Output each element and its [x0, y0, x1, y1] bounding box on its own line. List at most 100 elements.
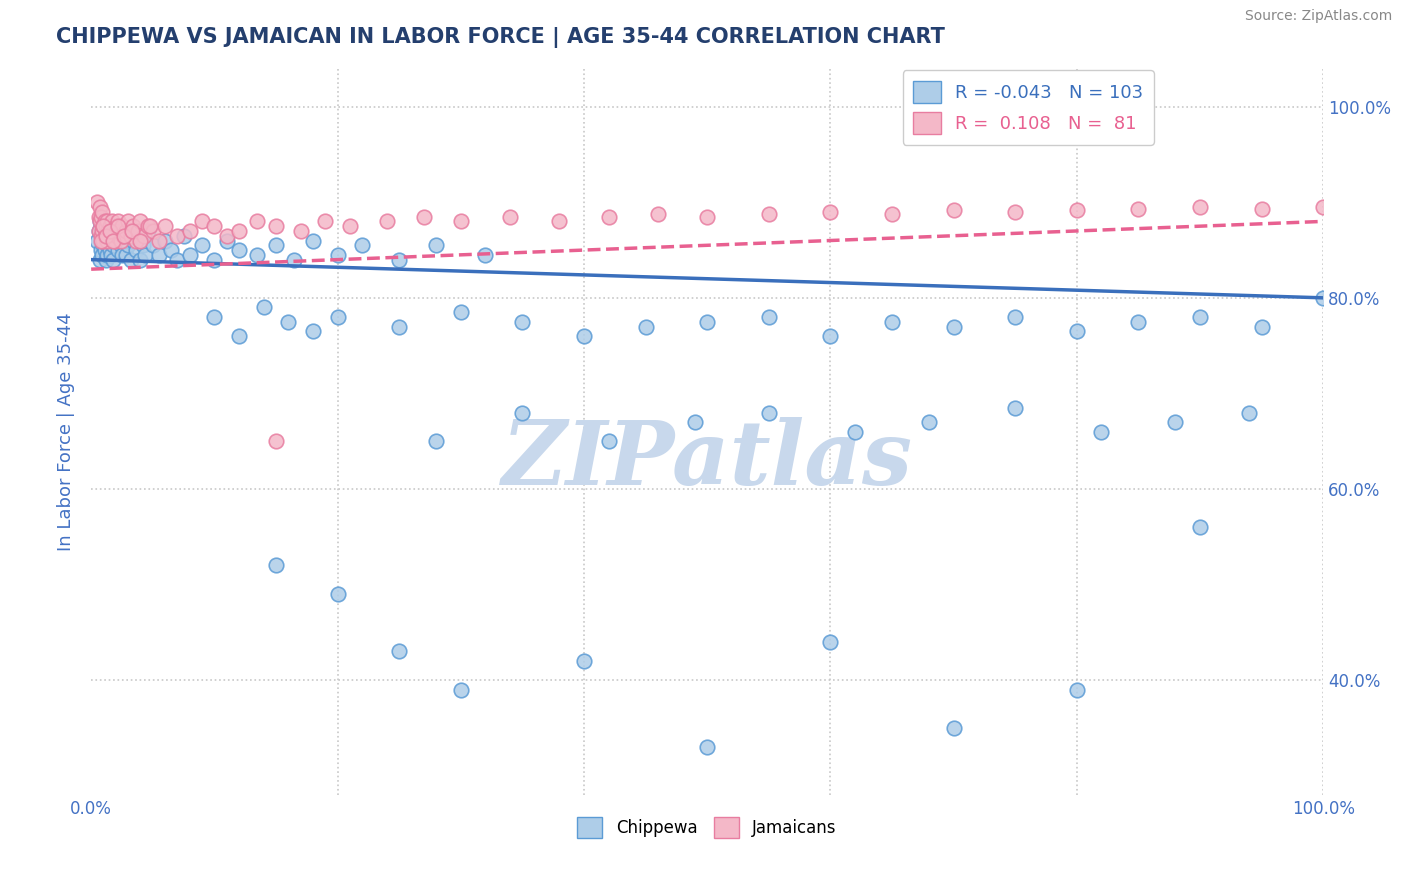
Point: [117, 214, 139, 228]
Point: [89, 200, 111, 214]
Point: [87, 210, 110, 224]
Point: [264, 558, 287, 573]
Point: [820, 635, 842, 649]
Point: [96, 238, 118, 252]
Point: [548, 214, 571, 228]
Point: [1128, 202, 1150, 216]
Point: [202, 252, 225, 267]
Text: Source: ZipAtlas.com: Source: ZipAtlas.com: [1244, 9, 1392, 23]
Point: [93, 219, 115, 234]
Point: [93, 214, 115, 228]
Point: [93, 224, 115, 238]
Point: [153, 219, 176, 234]
Point: [1128, 315, 1150, 329]
Point: [179, 224, 201, 238]
Point: [450, 214, 472, 228]
Point: [142, 238, 165, 252]
Point: [942, 319, 965, 334]
Point: [173, 228, 195, 243]
Point: [89, 252, 111, 267]
Point: [107, 243, 129, 257]
Point: [215, 228, 238, 243]
Point: [388, 319, 411, 334]
Point: [107, 214, 129, 228]
Point: [253, 301, 276, 315]
Point: [202, 310, 225, 324]
Point: [314, 214, 336, 228]
Point: [91, 234, 114, 248]
Point: [1066, 682, 1088, 697]
Point: [124, 243, 146, 257]
Point: [1004, 204, 1026, 219]
Point: [86, 195, 108, 210]
Point: [96, 248, 118, 262]
Point: [166, 228, 188, 243]
Point: [375, 214, 398, 228]
Point: [103, 219, 125, 234]
Point: [111, 248, 134, 262]
Point: [1004, 401, 1026, 415]
Point: [93, 219, 115, 234]
Point: [103, 238, 125, 252]
Point: [499, 210, 522, 224]
Point: [228, 224, 250, 238]
Point: [107, 219, 129, 234]
Point: [1004, 310, 1026, 324]
Point: [90, 228, 112, 243]
Point: [134, 228, 156, 243]
Point: [696, 210, 718, 224]
Point: [110, 234, 132, 248]
Point: [634, 319, 657, 334]
Point: [425, 238, 447, 252]
Point: [572, 654, 595, 668]
Point: [114, 248, 136, 262]
Point: [87, 224, 110, 238]
Point: [90, 210, 112, 224]
Point: [112, 228, 135, 243]
Point: [264, 238, 287, 252]
Point: [89, 214, 111, 228]
Point: [93, 228, 115, 243]
Point: [93, 243, 115, 257]
Point: [117, 238, 139, 252]
Point: [326, 310, 349, 324]
Point: [942, 721, 965, 735]
Point: [139, 219, 162, 234]
Point: [1188, 520, 1211, 534]
Point: [1164, 415, 1187, 429]
Point: [264, 219, 287, 234]
Point: [101, 228, 124, 243]
Point: [129, 234, 152, 248]
Point: [160, 243, 183, 257]
Point: [1066, 324, 1088, 338]
Point: [283, 252, 305, 267]
Point: [942, 202, 965, 217]
Point: [124, 234, 146, 248]
Point: [450, 682, 472, 697]
Point: [136, 219, 159, 234]
Point: [103, 224, 125, 238]
Point: [166, 252, 188, 267]
Point: [121, 224, 143, 238]
Point: [93, 234, 115, 248]
Point: [758, 207, 780, 221]
Point: [97, 224, 120, 238]
Point: [104, 219, 127, 234]
Point: [302, 324, 325, 338]
Point: [388, 644, 411, 658]
Point: [112, 228, 135, 243]
Point: [1188, 200, 1211, 214]
Point: [100, 248, 122, 262]
Point: [1250, 202, 1272, 216]
Legend: Chippewa, Jamaicans: Chippewa, Jamaicans: [571, 811, 844, 845]
Point: [90, 219, 112, 234]
Point: [127, 228, 149, 243]
Point: [86, 234, 108, 248]
Point: [112, 228, 135, 243]
Point: [136, 224, 159, 238]
Point: [1090, 425, 1112, 439]
Point: [683, 415, 706, 429]
Point: [98, 234, 121, 248]
Point: [153, 234, 176, 248]
Point: [598, 434, 620, 449]
